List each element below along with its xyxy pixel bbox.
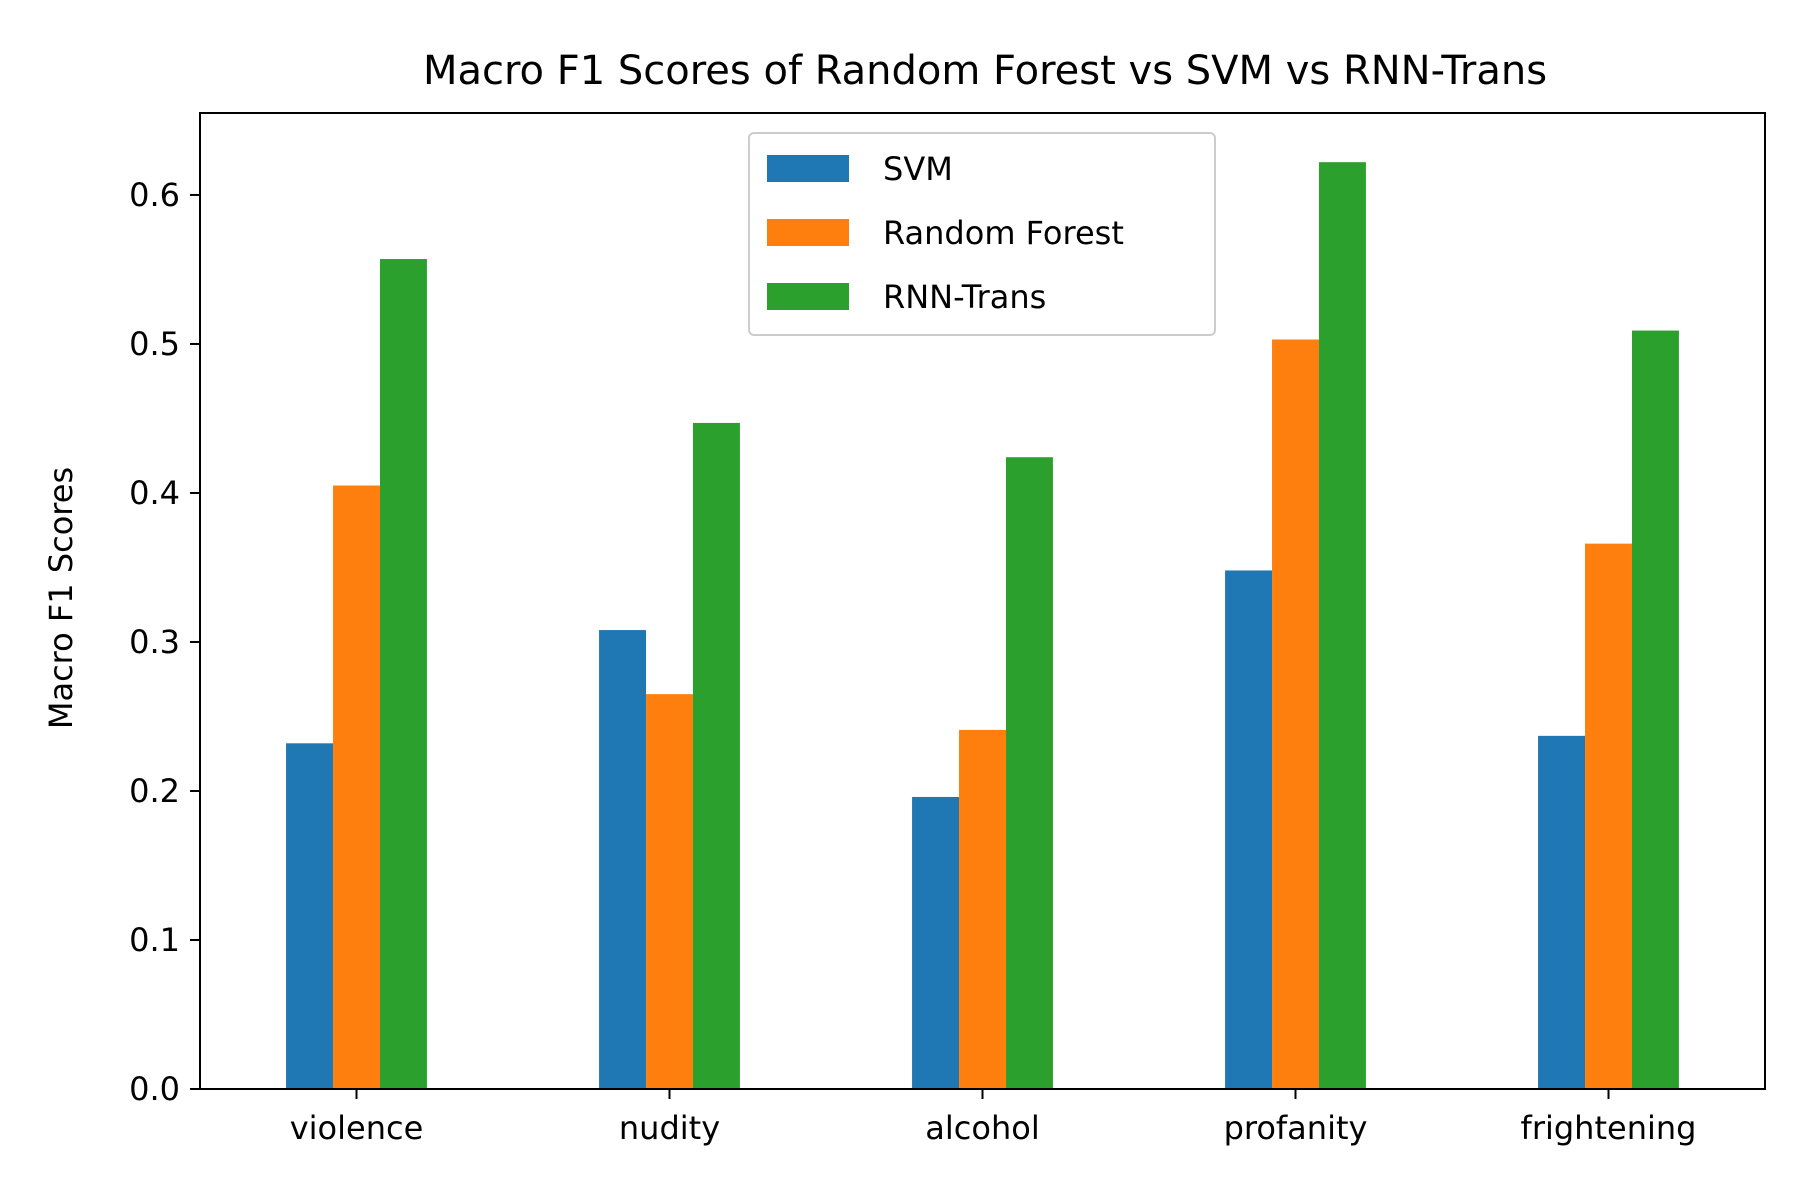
bar-random-forest-violence <box>333 485 380 1090</box>
y-tick-label: 0.2 <box>129 772 180 810</box>
legend-label-svm: SVM <box>883 150 953 188</box>
bar-svm-nudity <box>599 630 647 1089</box>
bars-layer <box>286 162 1679 1090</box>
legend-label-rnn-trans: RNN-Trans <box>883 278 1046 316</box>
bar-random-forest-frightening <box>1585 543 1632 1089</box>
x-tick-label-frightening: frightening <box>1521 1109 1697 1147</box>
y-tick-label: 0.6 <box>129 176 180 214</box>
axes-layer: 0.0 0.1 0.2 0.3 0.4 0.5 0.6 violence nudity alcoh… <box>129 176 1696 1147</box>
bar-random-forest-profanity <box>1272 339 1319 1090</box>
bar-random-forest-alcohol <box>959 729 1006 1089</box>
legend-swatch-random-forest <box>767 219 849 246</box>
bar-rnn-trans-nudity <box>692 422 740 1089</box>
bar-svm-frightening <box>1538 735 1586 1089</box>
y-axis-label: Macro F1 Scores <box>42 467 80 729</box>
y-tick-label: 0.0 <box>129 1070 180 1108</box>
y-tick-label: 0.4 <box>129 474 180 512</box>
bar-svm-alcohol <box>912 796 960 1089</box>
bar-rnn-trans-frightening <box>1631 330 1679 1089</box>
y-tick-label: 0.1 <box>129 921 180 959</box>
legend-box <box>748 132 1216 336</box>
bar-svm-violence <box>286 743 334 1089</box>
bar-rnn-trans-alcohol <box>1005 457 1053 1089</box>
x-tick-label-violence: violence <box>290 1109 424 1147</box>
y-tick-label: 0.3 <box>129 623 180 661</box>
legend-swatch-rnn-trans <box>767 283 849 310</box>
bar-rnn-trans-profanity <box>1318 162 1366 1090</box>
bar-rnn-trans-violence <box>379 259 427 1089</box>
legend: SVM Random Forest RNN-Trans <box>748 132 1216 336</box>
bar-random-forest-nudity <box>646 694 693 1089</box>
chart-title: Macro F1 Scores of Random Forest vs SVM … <box>423 48 1547 94</box>
y-tick-label: 0.5 <box>129 325 180 363</box>
x-tick-label-profanity: profanity <box>1224 1109 1368 1147</box>
bar-svm-profanity <box>1225 570 1273 1089</box>
legend-swatch-svm <box>767 155 849 182</box>
x-tick-label-nudity: nudity <box>619 1109 720 1147</box>
plot-frame <box>199 112 1766 1090</box>
legend-label-random-forest: Random Forest <box>883 214 1124 252</box>
x-tick-label-alcohol: alcohol <box>925 1109 1039 1147</box>
